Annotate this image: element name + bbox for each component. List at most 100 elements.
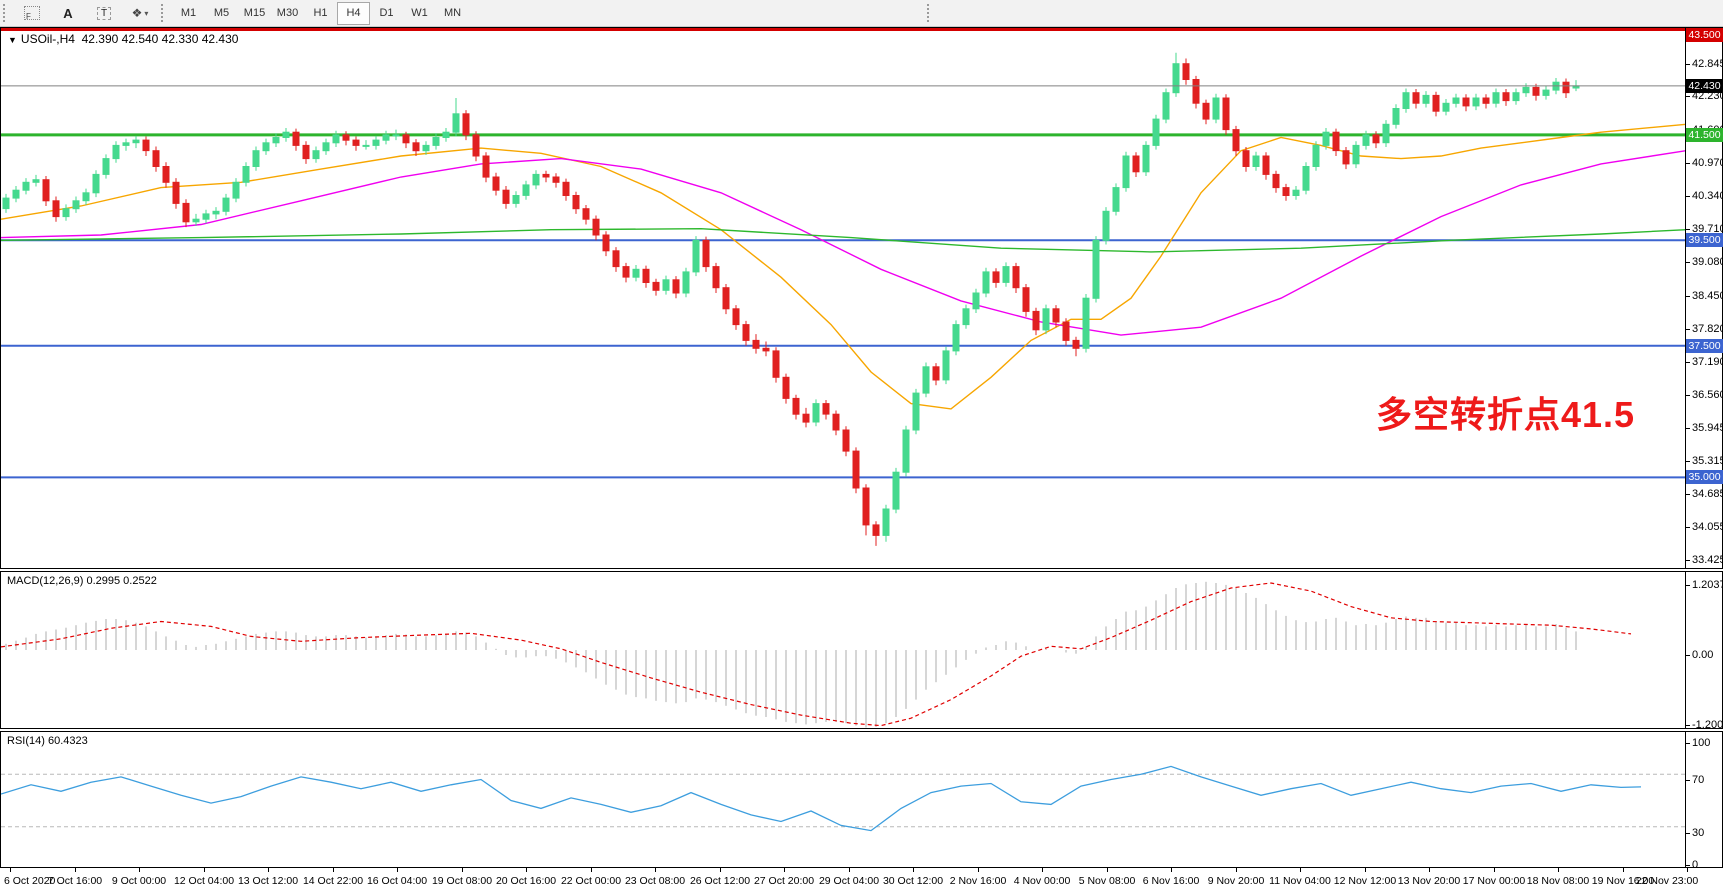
chevron-down-icon[interactable]: ▾: [144, 8, 149, 18]
candle-body: [1242, 150, 1250, 167]
price-tick: [1686, 560, 1690, 561]
candle-body: [372, 139, 380, 146]
rsi-tick: [1686, 743, 1690, 744]
candle-body: [532, 173, 540, 186]
time-label: 22 Nov 23:00: [1635, 875, 1699, 887]
toolbar-grip[interactable]: [161, 4, 167, 22]
candle-body: [122, 142, 130, 146]
price-axis[interactable]: 42.84542.23041.60040.97040.34039.71039.0…: [1685, 28, 1723, 568]
rsi-plot-area[interactable]: [1, 732, 1686, 867]
candle-body: [1382, 123, 1390, 144]
candle-body: [1312, 144, 1320, 168]
timeframe-button-h1[interactable]: H1: [313, 7, 328, 19]
text-box-tool-button[interactable]: T: [87, 2, 121, 25]
ma-fast-line: [1, 123, 1686, 410]
timeframe-button-w1[interactable]: W1: [411, 7, 428, 19]
toolbar-grip[interactable]: [3, 4, 9, 22]
candle-body: [222, 197, 230, 212]
candle-body: [742, 324, 750, 341]
time-tick: [397, 868, 398, 872]
price-tick-label: 37.820: [1692, 323, 1723, 335]
price-tick-label: 39.080: [1692, 256, 1723, 268]
time-label: 13 Oct 12:00: [237, 875, 299, 887]
candle-body: [1052, 308, 1060, 323]
time-tick: [849, 868, 850, 872]
timeframe-button-h4[interactable]: H4: [337, 1, 370, 25]
candle-body: [102, 158, 110, 175]
price-tick-label: 36.560: [1692, 389, 1723, 401]
text-label-tool-button[interactable]: A: [51, 2, 85, 25]
price-plot-area[interactable]: [1, 28, 1686, 568]
price-tick: [1686, 196, 1690, 197]
time-tick: [1623, 868, 1624, 872]
price-tick-label: 37.190: [1692, 356, 1723, 368]
candle-body: [782, 376, 790, 399]
time-label: 6 Oct 2020: [4, 875, 56, 887]
timeframe-button-m1[interactable]: M1: [180, 7, 197, 19]
candle-body: [412, 142, 420, 152]
candle-body: [282, 131, 290, 138]
price-tick-label: 42.230: [1692, 90, 1723, 102]
timeframe-button-m5[interactable]: M5: [213, 7, 230, 19]
time-axis[interactable]: 6 Oct 2020 7 Oct 16:00 9 Oct 00:00 12 Oct 0…: [0, 868, 1723, 896]
candle-body: [1222, 97, 1230, 131]
candle-body: [1232, 129, 1240, 152]
time-tick: [1494, 868, 1495, 872]
time-tick: [913, 868, 914, 872]
macd-plot-area[interactable]: [1, 572, 1686, 728]
line-studies-tool-button[interactable]: ❖ ▾: [123, 2, 157, 25]
candle-body: [402, 134, 410, 144]
candle-body: [1112, 187, 1120, 212]
candle-body: [302, 144, 310, 160]
candle-body: [1542, 89, 1550, 96]
macd-axis[interactable]: 1.2037 0.00 -1.2008: [1685, 572, 1723, 731]
candle-body: [952, 324, 960, 352]
chart-f-icon: F: [24, 6, 40, 21]
rsi-tick-label: 0: [1692, 859, 1699, 871]
candle-body: [1032, 310, 1040, 331]
time-tick: [1365, 868, 1366, 872]
time-tick: [268, 868, 269, 872]
candle-body: [652, 281, 660, 291]
candle-body: [482, 155, 490, 178]
candle-body: [1362, 134, 1370, 146]
toolbar-grip[interactable]: [927, 4, 933, 22]
candle-body: [892, 471, 900, 510]
time-tick: [10, 868, 11, 872]
candle-body: [582, 208, 590, 220]
candle-body: [1562, 81, 1570, 94]
chart-title[interactable]: ▼ USOil-,H4 42.390 42.540 42.330 42.430: [8, 32, 238, 46]
price-tick: [1686, 329, 1690, 330]
timeframe-button-m15[interactable]: M15: [243, 7, 266, 19]
time-label: 19 Nov 16:00: [1591, 875, 1655, 887]
price-tick: [1686, 64, 1690, 65]
macd-signal-line: [1, 582, 1632, 727]
price-tick: [1686, 395, 1690, 396]
candle-body: [142, 139, 150, 152]
candle-body: [352, 139, 360, 146]
candle-body: [972, 292, 980, 310]
candle-body: [242, 166, 250, 183]
chart-dropdown-icon[interactable]: ▼: [8, 35, 17, 45]
time-tick: [1236, 868, 1237, 872]
timeframe-button-m30[interactable]: M30: [276, 7, 299, 19]
candle-body: [332, 134, 340, 144]
candle-body: [802, 413, 810, 423]
candle-body: [632, 268, 640, 278]
candle-body: [702, 239, 710, 268]
time-label: 26 Oct 12:00: [689, 875, 751, 887]
chart-f-tool-button[interactable]: F: [15, 2, 49, 25]
price-tick: [1686, 461, 1690, 462]
timeframe-button-mn[interactable]: MN: [443, 7, 462, 19]
candle-body: [1462, 97, 1470, 107]
candle-body: [92, 173, 100, 194]
timeframe-button-d1[interactable]: D1: [379, 7, 394, 19]
annotation-text: 多空转折点41.5: [1376, 394, 1636, 435]
price-tick-label: 39.710: [1692, 223, 1723, 235]
macd-tick: [1686, 585, 1690, 586]
candle-body: [1302, 166, 1310, 191]
rsi-tick-label: 100: [1692, 737, 1711, 749]
rsi-axis[interactable]: 100 70 30 0: [1685, 732, 1722, 871]
candle-body: [862, 487, 870, 526]
candle-body: [192, 218, 200, 223]
